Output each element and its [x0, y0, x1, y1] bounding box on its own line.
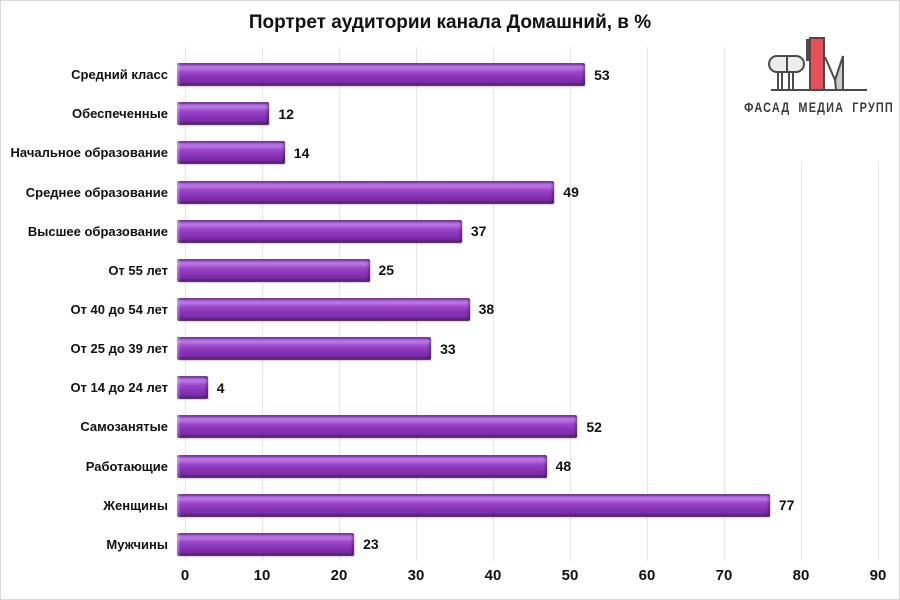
- category-label: Мужчины: [106, 536, 168, 552]
- value-label: 23: [363, 536, 379, 553]
- bar: [177, 337, 432, 361]
- chart-row: Самозанятые 52: [1, 407, 899, 446]
- chart-row: Среднее образование 49: [1, 172, 899, 211]
- value-label: 48: [555, 458, 572, 475]
- category-label: От 55 лет: [108, 262, 168, 278]
- chart-row: От 40 до 54 лет 38: [1, 290, 899, 329]
- x-tick-label: 60: [638, 567, 656, 584]
- gridline: [801, 47, 802, 561]
- value-label: 4: [216, 379, 225, 396]
- chart-row: От 14 до 24 лет 4: [1, 368, 899, 407]
- gridline: [570, 47, 571, 561]
- category-label: Среднее образование: [25, 184, 168, 200]
- chart-row: Начальное образование 14: [1, 133, 899, 172]
- chart-row: Обеспеченные 12: [1, 94, 899, 133]
- value-label: 77: [778, 497, 795, 514]
- chart-row: От 25 до 39 лет 33: [1, 329, 899, 368]
- value-label: 52: [586, 418, 602, 435]
- bar: [177, 258, 370, 282]
- bar: [177, 454, 547, 478]
- chart-row: Работающие 48: [1, 447, 899, 486]
- logo: ФАСАД МЕДИА ГРУПП: [740, 35, 898, 161]
- x-tick-label: 20: [330, 567, 348, 584]
- category-label: Самозанятые: [80, 419, 168, 435]
- value-label: 12: [278, 105, 294, 122]
- category-label: От 40 до 54 лет: [70, 301, 168, 317]
- bar: [177, 297, 470, 321]
- bar: [177, 102, 270, 126]
- logo-text: ФАСАД МЕДИА ГРУПП: [744, 99, 894, 115]
- chart-row: Высшее образование 37: [1, 212, 899, 251]
- gridline: [724, 47, 725, 561]
- category-label: Высшее образование: [27, 223, 168, 239]
- category-label: Работающие: [85, 458, 168, 474]
- category-label: Средний класс: [71, 67, 168, 83]
- category-label: Обеспеченные: [71, 106, 168, 122]
- category-label: Женщины: [103, 497, 168, 513]
- x-tick-label: 30: [407, 567, 425, 584]
- chart-row: Средний класс 53: [1, 55, 899, 94]
- x-tick-label: 10: [253, 567, 271, 584]
- gridline: [647, 47, 648, 561]
- x-tick-label: 80: [792, 567, 810, 584]
- bar: [177, 376, 208, 400]
- bar: [177, 532, 355, 556]
- value-label: 53: [594, 66, 610, 83]
- logo-mark-icon: [768, 37, 867, 91]
- category-label: От 14 до 24 лет: [70, 380, 168, 396]
- bars-layer: Средний класс 53 Обеспеченные 12 Начальное о…: [1, 55, 899, 564]
- value-label: 38: [478, 301, 495, 318]
- value-label: 37: [470, 223, 487, 240]
- x-tick-label: 0: [180, 567, 190, 584]
- chart-row: Женщины 77: [1, 486, 899, 525]
- x-tick-label: 40: [484, 567, 502, 584]
- bar: [177, 219, 462, 243]
- chart-row: От 55 лет 25: [1, 251, 899, 290]
- gridline: [878, 47, 879, 561]
- category-label: Начальное образование: [10, 145, 168, 161]
- x-tick-label: 70: [715, 567, 733, 584]
- x-axis: 0 10 20 30 40 50 60 70 80 90: [1, 567, 899, 589]
- gridline: [493, 47, 494, 561]
- value-label: 33: [440, 340, 456, 357]
- bar: [177, 415, 578, 439]
- x-tick-label: 90: [869, 567, 887, 584]
- value-label: 49: [563, 184, 579, 201]
- value-label: 25: [378, 262, 395, 279]
- x-tick-label: 50: [561, 567, 579, 584]
- bar: [177, 493, 770, 517]
- value-label: 14: [293, 144, 310, 161]
- chart-title: Портрет аудитории канала Домашний, в %: [248, 12, 652, 33]
- category-label: От 25 до 39 лет: [70, 341, 168, 357]
- bar: [177, 180, 555, 204]
- bar: [177, 63, 586, 87]
- chart-row: Мужчины 23: [1, 525, 899, 564]
- bar: [177, 141, 285, 165]
